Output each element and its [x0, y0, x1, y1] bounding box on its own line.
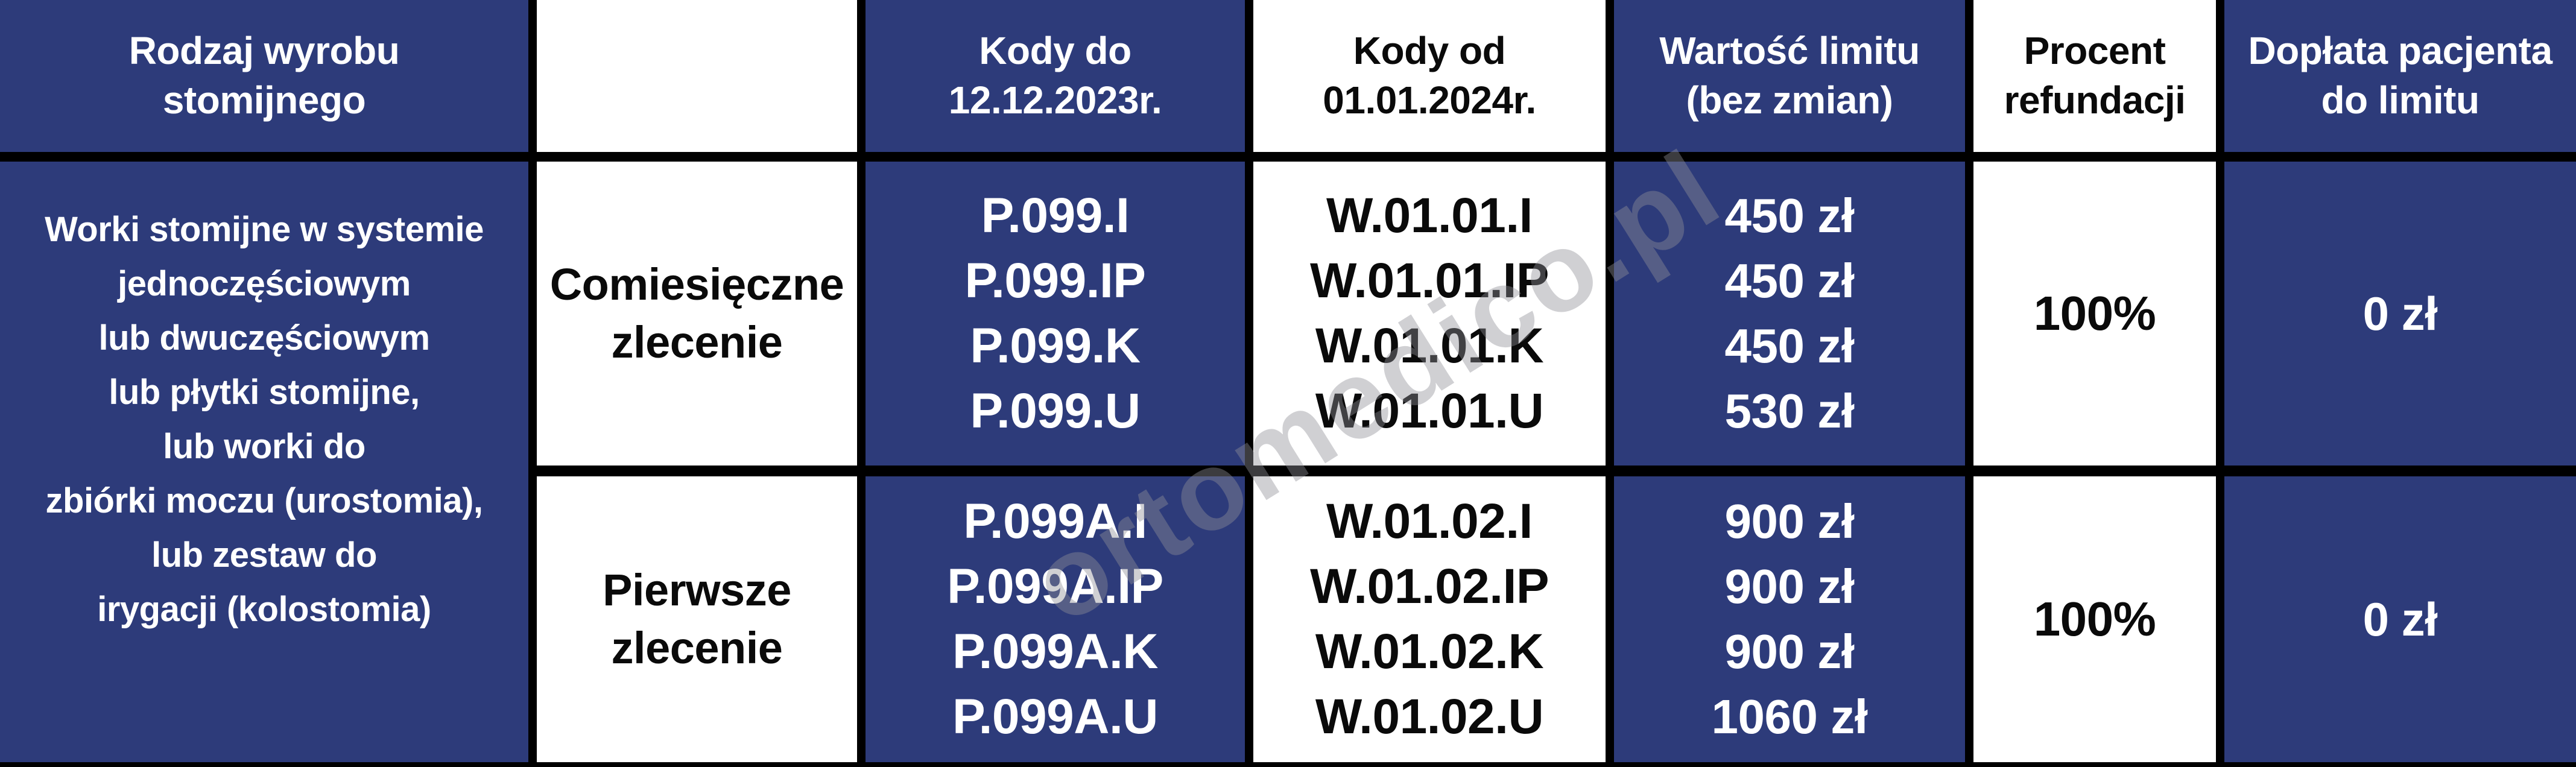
- header-limit-value: Wartość limitu (bez zmian): [1614, 0, 1973, 162]
- cell-row1-copay: 0 zł: [2224, 162, 2576, 476]
- header-product-type: Rodzaj wyrobu stomijnego: [0, 0, 537, 162]
- cell-row2-codes-old: P.099A.I P.099A.IP P.099A.K P.099A.U: [866, 476, 1253, 762]
- cell-row2-limit: 900 zł 900 zł 900 zł 1060 zł: [1614, 476, 1973, 762]
- cell-row1-codes-old: P.099.I P.099.IP P.099.K P.099.U: [866, 162, 1253, 476]
- cell-row1-order-type: Comiesięczne zlecenie: [537, 162, 866, 476]
- header-patient-copay: Dopłata pacjenta do limitu: [2224, 0, 2576, 162]
- cell-row2-refund: 100%: [1973, 476, 2224, 762]
- cell-row2-order-type: Pierwsze zlecenie: [537, 476, 866, 762]
- cell-row2-codes-new: W.01.02.I W.01.02.IP W.01.02.K W.01.02.U: [1253, 476, 1614, 762]
- header-codes-until: Kody do 12.12.2023r.: [866, 0, 1253, 162]
- header-order-type-empty: [537, 0, 866, 162]
- cell-row1-refund: 100%: [1973, 162, 2224, 476]
- header-codes-from: Kody od 01.01.2024r.: [1253, 0, 1614, 162]
- cell-product-description: Worki stomijne w systemie jednoczęściowy…: [0, 162, 537, 762]
- cell-row1-codes-new: W.01.01.I W.01.01.IP W.01.01.K W.01.01.U: [1253, 162, 1614, 476]
- header-refund-percent: Procent refundacji: [1973, 0, 2224, 162]
- cell-row2-copay: 0 zł: [2224, 476, 2576, 762]
- cell-row1-limit: 450 zł 450 zł 450 zł 530 zł: [1614, 162, 1973, 476]
